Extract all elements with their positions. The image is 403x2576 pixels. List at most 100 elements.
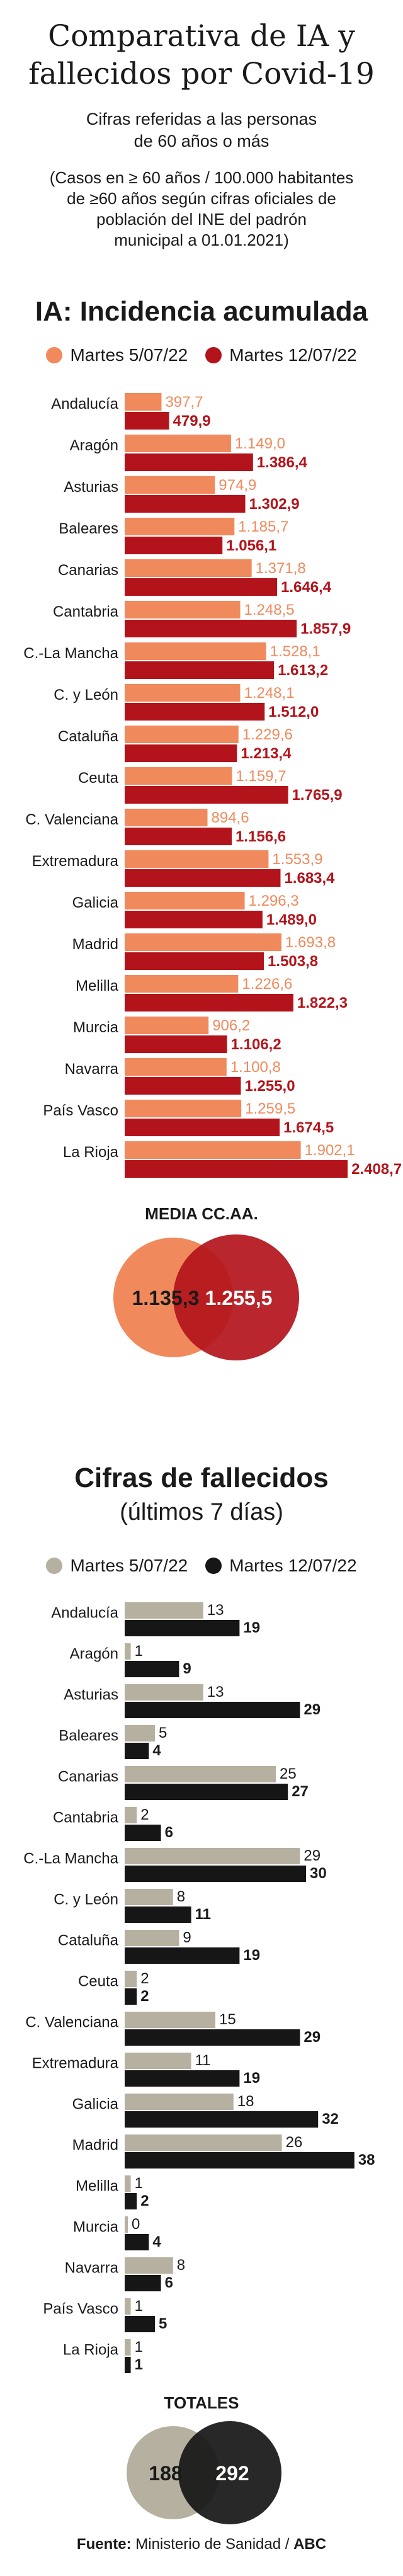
- deaths-value-label-s2: 5: [159, 2315, 167, 2332]
- deaths-bar-s1: [125, 1971, 137, 1987]
- deaths-value-label-s1: 1: [135, 1643, 143, 1660]
- deaths-value-label-s1: 18: [237, 2093, 254, 2110]
- ia-bar-s2: [125, 1077, 241, 1095]
- deaths-bar-s1: [125, 1684, 203, 1701]
- ia-value-label-s2: 1.156,6: [236, 828, 286, 845]
- deaths-legend: Martes 5/07/22 Martes 12/07/22: [0, 1556, 403, 1576]
- ia-category-label: Baleares: [59, 520, 118, 537]
- ia-bar-s2: [125, 994, 293, 1012]
- ia-value-label-s2: 1.213,4: [241, 745, 292, 762]
- ia-value-label-s1: 1.553,9: [272, 851, 322, 868]
- deaths-bar-s1: [125, 1930, 179, 1946]
- deaths-category-label: Asturias: [64, 1687, 118, 1704]
- ia-value-label-s1: 906,2: [212, 1017, 250, 1034]
- deaths-bar-s1: [125, 1766, 276, 1782]
- deaths-bar-s2: [125, 2234, 149, 2250]
- deaths-legend-label-1: Martes 5/07/22: [70, 1556, 188, 1575]
- ia-value-label-s1: 1.100,8: [230, 1059, 281, 1076]
- ia-value-label-s2: 1.503,8: [268, 953, 318, 970]
- ia-value-label-s1: 397,7: [165, 394, 203, 411]
- ia-value-label-s2: 1.765,9: [292, 787, 343, 804]
- deaths-bar-s2: [125, 2193, 137, 2209]
- deaths-bar-s2: [125, 2316, 155, 2332]
- deaths-summary-value-s1: 188: [149, 2462, 182, 2485]
- deaths-category-label: Ceuta: [78, 1973, 119, 1990]
- ia-bar-s1: [125, 726, 239, 743]
- deaths-category-label: Madrid: [72, 2137, 118, 2154]
- deaths-category-label: Canarias: [58, 1769, 118, 1786]
- deaths-value-label-s2: 11: [195, 1906, 211, 1923]
- ia-category-label: C. Valenciana: [25, 811, 118, 828]
- deaths-value-label-s1: 1: [135, 2175, 143, 2192]
- deaths-summary-value-s2: 292: [215, 2462, 249, 2485]
- ia-value-label-s2: 1.512,0: [268, 704, 319, 721]
- deaths-value-label-s2: 19: [243, 2070, 260, 2087]
- deaths-category-label: Cantabria: [53, 1809, 119, 1827]
- deaths-value-label-s1: 11: [195, 2052, 211, 2069]
- ia-bar-s2: [125, 1119, 280, 1136]
- ia-bar-s1: [125, 892, 245, 909]
- note-line-3: población del INE del padrón: [96, 210, 307, 229]
- ia-value-label-s1: 1.149,0: [235, 435, 285, 452]
- deaths-bar-s1: [125, 1848, 300, 1864]
- ia-category-label: Canarias: [58, 562, 118, 579]
- ia-bar-s2: [125, 703, 265, 721]
- ia-value-label-s2: 1.674,5: [283, 1119, 334, 1136]
- ia-bar-s1: [125, 518, 235, 535]
- ia-value-label-s1: 1.259,5: [245, 1100, 295, 1117]
- deaths-legend-label-2: Martes 12/07/22: [229, 1556, 357, 1575]
- ia-bar-s1: [125, 393, 162, 411]
- ia-bar-s1: [125, 559, 252, 577]
- ia-bar-s1: [125, 1058, 227, 1076]
- deaths-bar-s1: [125, 1807, 137, 1823]
- methodology-note: (Casos en ≥ 60 años / 100.000 habitantes…: [19, 168, 384, 251]
- page-title: Comparativa de IA y fallecidos por Covid…: [0, 18, 403, 93]
- deaths-category-label: Extremadura: [32, 2055, 119, 2072]
- deaths-bar-s1: [125, 1602, 203, 1619]
- ia-value-label-s1: 1.296,3: [249, 892, 299, 909]
- ia-summary-venn: 1.135,3 1.255,5: [113, 1234, 299, 1360]
- deaths-bar-s1: [125, 1643, 131, 1660]
- deaths-value-label-s1: 13: [207, 1684, 224, 1701]
- deaths-category-label: Murcia: [73, 2219, 119, 2236]
- ia-value-label-s2: 1.056,1: [226, 537, 276, 554]
- deaths-bar-s2: [125, 2111, 319, 2128]
- ia-category-label: Aragón: [70, 437, 118, 454]
- deaths-value-label-s1: 25: [280, 1765, 297, 1782]
- deaths-legend-swatch-2: [205, 1558, 222, 1574]
- ia-bar-s1: [125, 642, 266, 660]
- ia-value-label-s1: 1.185,7: [238, 518, 288, 535]
- deaths-legend-item-2: Martes 12/07/22: [205, 1556, 357, 1576]
- deaths-bar-s2: [125, 1702, 300, 1718]
- ia-legend-swatch-1: [46, 347, 63, 363]
- ia-bar-s1: [125, 767, 232, 785]
- ia-bar-s2: [125, 952, 264, 970]
- deaths-value-label-s1: 1: [135, 2298, 143, 2315]
- ia-summary-value-s2: 1.255,5: [205, 1287, 273, 1309]
- ia-category-label: Navarra: [65, 1061, 119, 1078]
- source-credit: Fuente: Ministerio de Sanidad / ABC: [0, 2536, 403, 2553]
- ia-value-label-s1: 1.371,8: [256, 560, 306, 577]
- deaths-bar-s1: [125, 2298, 131, 2315]
- deaths-value-label-s2: 4: [152, 1742, 161, 1759]
- ia-bar-s2: [125, 495, 246, 513]
- deaths-bar-s2: [125, 1620, 240, 1636]
- ia-value-label-s1: 1.229,6: [242, 726, 293, 743]
- deaths-value-label-s1: 8: [177, 2257, 185, 2274]
- deaths-category-label: C. y León: [54, 1891, 118, 1908]
- ia-summary-circle-s2: [173, 1234, 299, 1360]
- ia-value-label-s2: 1.646,4: [281, 579, 332, 596]
- ia-legend-item-1: Martes 5/07/22: [46, 345, 188, 365]
- ia-value-label-s2: 1.822,3: [297, 994, 348, 1012]
- ia-category-label: Extremadura: [32, 853, 119, 870]
- ia-bar-s1: [125, 601, 241, 618]
- deaths-legend-item-1: Martes 5/07/22: [46, 1556, 188, 1576]
- ia-legend-swatch-2: [205, 347, 222, 363]
- deaths-value-label-s2: 1: [135, 2356, 143, 2373]
- ia-bar-s2: [125, 911, 263, 928]
- deaths-category-label: Baleares: [59, 1728, 118, 1745]
- deaths-value-label-s1: 2: [140, 1970, 149, 1987]
- ia-value-label-s1: 1.248,5: [244, 601, 295, 618]
- ia-summary-value-s1: 1.135,3: [132, 1287, 200, 1309]
